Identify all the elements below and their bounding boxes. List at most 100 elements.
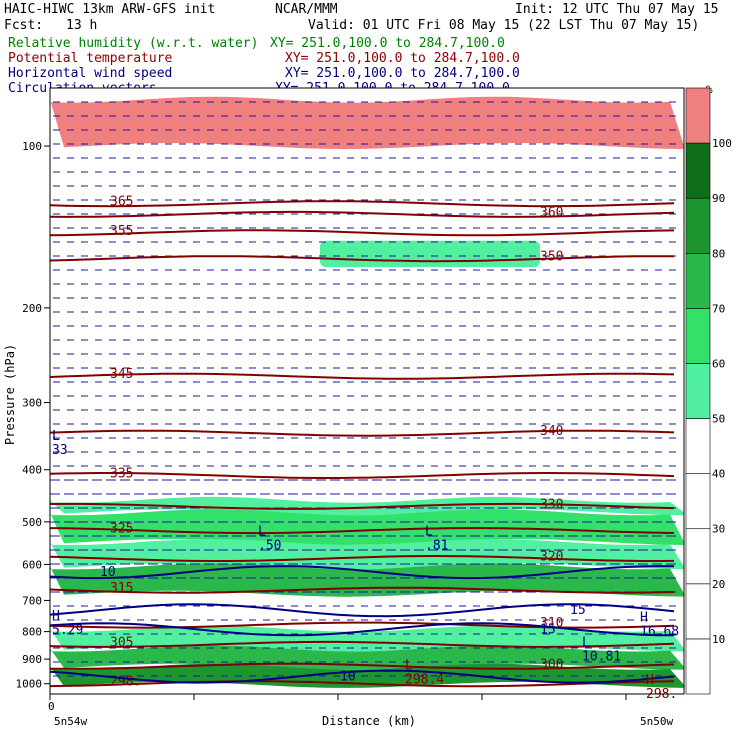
colorbar-swatch <box>685 638 711 695</box>
theta-isoline <box>49 210 675 218</box>
theta-isoline <box>49 621 675 629</box>
isotach-label: 15 <box>540 622 556 637</box>
wind-isotach <box>49 603 675 618</box>
y-tick-label: 1000 <box>16 678 43 691</box>
colorbar-swatch <box>685 252 711 309</box>
rh-layer <box>50 496 684 516</box>
x-tick-label: 0 <box>48 700 55 713</box>
field-xy-theta: XY= 251.0,100.0 to 284.7,100.0 <box>285 51 520 66</box>
rh-layer <box>50 96 684 149</box>
theta-label: 330 <box>540 497 563 512</box>
theta-label: 305 <box>110 635 133 650</box>
colorbar-tick-label: 100 <box>712 137 732 150</box>
y-tick-label: 100 <box>22 140 42 153</box>
rh-layer <box>50 645 684 670</box>
x-start-label: 5n54w <box>54 715 87 728</box>
colorbar-tick-label: 20 <box>712 578 725 591</box>
extremum-symbol: L <box>582 636 590 651</box>
theta-isoline <box>49 200 675 208</box>
wind-isotachs: 10 15 15 10 <box>49 565 675 685</box>
y-axis-label: Pressure (hPa) <box>3 344 17 445</box>
y-axis: 100 200 300 400 500 600 700 800 900 1000 <box>16 140 50 691</box>
wind-isotach <box>49 622 674 637</box>
theta-isoline <box>49 502 675 510</box>
theta-isoline <box>49 255 674 263</box>
colorbar-tick-label: 80 <box>712 247 725 260</box>
colorbar-swatch <box>685 142 711 199</box>
isotach-label: 15 <box>570 603 586 618</box>
colorbar-tick-label: 70 <box>712 302 725 315</box>
fcst-label: Fcst: <box>4 18 43 33</box>
theta-isoline <box>49 471 675 479</box>
y-tick-label: 200 <box>22 302 42 315</box>
valid-time: Valid: 01 UTC Fri 08 May 15 (22 LST Thu … <box>308 18 699 33</box>
extremum-symbol: L <box>258 525 266 540</box>
wind-isotach <box>49 669 675 684</box>
theta-label: 335 <box>110 467 133 482</box>
colorbar-swatch <box>685 418 711 474</box>
theta-label: 365 <box>110 195 133 210</box>
theta-label: 345 <box>110 367 133 382</box>
field-name-theta: Potential temperature <box>8 51 173 66</box>
extremum-symbol: H <box>646 673 654 688</box>
theta-isoline <box>49 554 675 562</box>
theta-label: 355 <box>110 224 133 239</box>
fcst-value: 13 h <box>66 18 97 33</box>
colorbar-tick-label: 10 <box>712 633 725 646</box>
colorbar-tick-label: 60 <box>712 357 725 370</box>
theta-isoline <box>49 229 675 237</box>
extremum-symbol: L <box>52 429 60 444</box>
theta-label: 320 <box>540 550 563 565</box>
extremum-value: .50 <box>258 539 281 554</box>
wind-isotach <box>49 565 675 580</box>
extremum-value: 298. <box>646 687 677 702</box>
x-end-label: 5n50w <box>640 715 673 728</box>
colorbar-tick-label: 90 <box>712 192 725 205</box>
isotach-label: 10 <box>340 670 356 685</box>
theta-label: 315 <box>110 581 133 596</box>
colorbar-swatch <box>685 87 711 144</box>
colorbar-swatch <box>685 308 711 364</box>
theta-isoline <box>49 586 675 594</box>
extremum-value: 10.81 <box>582 650 621 665</box>
extremum-symbol: L <box>425 525 433 540</box>
x-axis: 0 5n54w 5n50w Distance (km) <box>48 694 673 728</box>
theta-isoline <box>49 527 675 535</box>
y-tick-label: 300 <box>22 397 42 410</box>
colorbar-swatch <box>685 197 711 254</box>
colorbar-swatch <box>685 473 711 530</box>
y-tick-label: 600 <box>22 558 42 571</box>
colorbar-tick-label: 30 <box>712 523 725 536</box>
y-tick-label: 700 <box>22 594 42 607</box>
theta-isoline <box>49 662 675 670</box>
theta-isoline <box>49 640 675 648</box>
theta-isoline <box>49 429 675 437</box>
field-xy-rh: XY= 251.0,100.0 to 284.7,100.0 <box>270 36 505 51</box>
colorbar-swatch <box>685 528 711 585</box>
extremum-value: .81 <box>425 539 448 554</box>
theta-label: 325 <box>110 522 133 537</box>
colorbar-swatch <box>685 363 711 419</box>
extremum-value: 298.4 <box>405 673 444 688</box>
colorbar-tick-label: 40 <box>712 468 725 481</box>
plot-background <box>50 88 684 694</box>
rh-layer <box>320 240 540 268</box>
y-tick-label: 900 <box>22 653 42 666</box>
extremum-value: 5.29 <box>52 623 83 638</box>
model-title: HAIC-HIWC 13km ARW-GFS init <box>4 2 215 17</box>
colorbar-tick-label: 50 <box>712 413 725 426</box>
extremum-symbol: H <box>52 609 60 624</box>
header: HAIC-HIWC 13km ARW-GFS init NCAR/MMM Ini… <box>4 2 719 96</box>
init-time: Init: 12 UTC Thu 07 May 15 <box>515 2 719 17</box>
y-tick-label: 400 <box>22 464 42 477</box>
theta-label: 350 <box>540 250 563 265</box>
plot-area: 3653603553503453403353303253203153103053… <box>49 87 685 702</box>
circulation-vectors <box>50 101 676 677</box>
theta-label: 360 <box>540 205 563 220</box>
extremum-value: 16.68 <box>640 624 679 639</box>
theta-isoline <box>49 680 675 688</box>
colorbar-swatch <box>685 583 711 640</box>
